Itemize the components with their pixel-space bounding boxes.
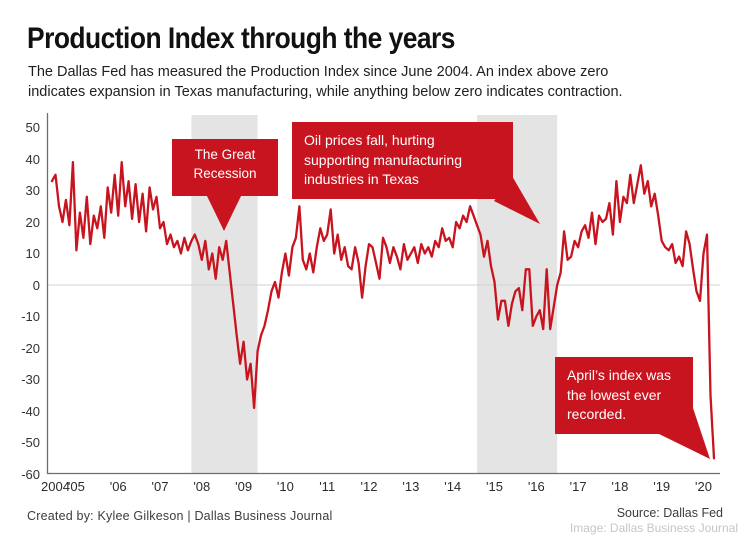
x-tick-label: '13 [402, 479, 420, 494]
chart-subtitle: The Dallas Fed has measured the Producti… [28, 63, 623, 102]
x-tick-label: '11 [319, 479, 336, 494]
y-tick-label: 30 [25, 183, 40, 198]
image-watermark: Image: Dallas Business Journal [569, 521, 738, 535]
x-tick-label: '09 [235, 479, 253, 494]
callout-great-recession: The Great Recession [172, 139, 278, 196]
x-tick-label: '05 [67, 479, 85, 494]
x-tick-label: '20 [695, 479, 712, 494]
source-line: Source: Dallas Fed [616, 506, 723, 520]
x-tick-label: '07 [151, 479, 169, 494]
y-tick-label: -60 [21, 466, 40, 482]
x-tick-label: '10 [276, 479, 294, 494]
x-tick-label: '19 [653, 479, 671, 494]
page-title: Production Index through the years [27, 22, 455, 55]
subtitle-line-1: The Dallas Fed has measured the Producti… [28, 64, 609, 80]
x-tick-label: 2004 [41, 479, 70, 494]
y-tick-label: 50 [25, 120, 40, 135]
production-index-line [50, 161, 716, 460]
y-tick-label: 0 [32, 277, 40, 293]
y-tick-label: 40 [25, 151, 40, 167]
x-tick-label: '18 [611, 479, 629, 494]
x-tick-label: '08 [193, 479, 211, 494]
y-tick-label: -10 [21, 309, 40, 324]
x-tick-label: '17 [569, 479, 587, 494]
callout-oil-prices: Oil prices fall, hurting supporting manu… [292, 122, 513, 199]
x-tick-label: '16 [527, 479, 545, 494]
x-tick-label: '06 [109, 479, 127, 494]
y-tick-label: 20 [25, 214, 40, 230]
x-tick-label: '14 [444, 479, 462, 494]
callout-april-low: April’s index was the lowest ever record… [555, 357, 693, 434]
y-tick-label: -20 [21, 340, 40, 356]
x-tick-label: '12 [360, 479, 378, 494]
y-tick-label: -30 [21, 372, 40, 387]
y-tick-label: 10 [25, 246, 40, 261]
x-tick-label: '15 [486, 479, 503, 494]
y-tick-label: -50 [21, 435, 40, 450]
y-tick-label: -40 [21, 403, 40, 419]
subtitle-line-2: indicates expansion in Texas manufacturi… [28, 83, 623, 100]
credit-line: Created by: Kylee Gilkeson | Dallas Busi… [27, 509, 333, 523]
callout-pointer [206, 194, 242, 231]
